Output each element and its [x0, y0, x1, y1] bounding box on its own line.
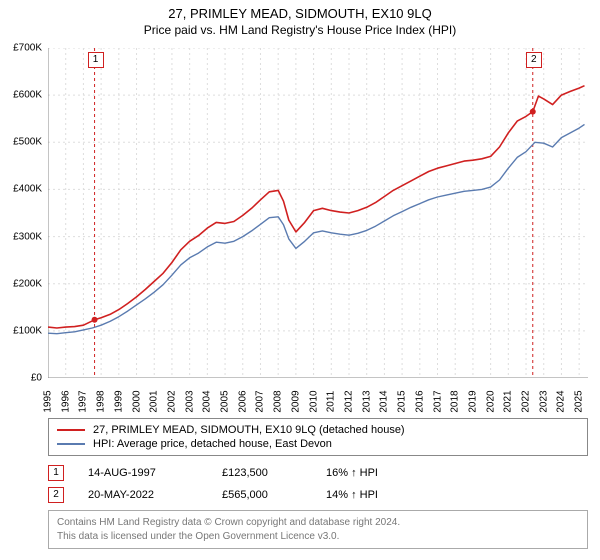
chart-title: 27, PRIMLEY MEAD, SIDMOUTH, EX10 9LQ [0, 6, 600, 21]
chart-svg [48, 48, 588, 378]
footer-line-2: This data is licensed under the Open Gov… [57, 530, 579, 544]
x-axis-label: 2011 [326, 391, 337, 413]
x-axis-label: 2022 [521, 390, 532, 412]
x-axis-label: 1997 [78, 390, 89, 412]
sale-row-marker: 1 [48, 465, 64, 481]
attribution-footer: Contains HM Land Registry data © Crown c… [48, 510, 588, 549]
x-axis-label: 2019 [467, 390, 478, 412]
x-axis-label: 1996 [60, 390, 71, 412]
sale-price: £123,500 [222, 467, 302, 479]
sale-marker-2: 2 [526, 52, 542, 68]
legend-swatch [57, 429, 85, 431]
x-axis-label: 2003 [184, 390, 195, 412]
legend-label: HPI: Average price, detached house, East… [93, 438, 332, 450]
chart-container: 27, PRIMLEY MEAD, SIDMOUTH, EX10 9LQ Pri… [0, 0, 600, 560]
x-axis-label: 2015 [397, 390, 408, 412]
x-axis-label: 2025 [574, 390, 585, 412]
x-axis-label: 2008 [273, 390, 284, 412]
x-axis-label: 2016 [414, 390, 425, 412]
sale-row: 1 14-AUG-1997 £123,500 16% ↑ HPI [48, 462, 588, 484]
sale-price: £565,000 [222, 489, 302, 501]
footer-line-1: Contains HM Land Registry data © Crown c… [57, 516, 579, 530]
x-axis-label: 2001 [149, 390, 160, 412]
x-axis-label: 2012 [343, 390, 354, 412]
legend-swatch [57, 443, 85, 445]
legend-item: 27, PRIMLEY MEAD, SIDMOUTH, EX10 9LQ (de… [57, 423, 579, 437]
y-axis-label: £600K [13, 90, 42, 101]
chart-area: £0£100K£200K£300K£400K£500K£600K£700K 19… [48, 48, 588, 378]
x-axis-label: 2000 [131, 390, 142, 412]
x-axis-label: 2018 [450, 390, 461, 412]
x-axis-label: 2014 [379, 390, 390, 412]
x-axis-label: 2005 [220, 390, 231, 412]
x-axis-label: 2020 [485, 390, 496, 412]
y-axis-label: £700K [13, 43, 42, 54]
sale-hpi-delta: 14% ↑ HPI [326, 489, 416, 501]
x-axis-label: 1995 [43, 390, 54, 412]
legend-item: HPI: Average price, detached house, East… [57, 437, 579, 451]
sale-marker-1: 1 [88, 52, 104, 68]
x-axis-label: 1998 [96, 390, 107, 412]
x-axis-label: 2013 [361, 390, 372, 412]
sale-hpi-delta: 16% ↑ HPI [326, 467, 416, 479]
x-axis-label: 2010 [308, 390, 319, 412]
y-axis-label: £100K [13, 325, 42, 336]
x-axis-label: 2007 [255, 390, 266, 412]
sale-date: 20-MAY-2022 [88, 489, 198, 501]
y-axis-label: £200K [13, 278, 42, 289]
x-axis-label: 2024 [556, 390, 567, 412]
x-axis-label: 2002 [166, 390, 177, 412]
y-axis-label: £300K [13, 231, 42, 242]
y-axis-label: £400K [13, 184, 42, 195]
legend: 27, PRIMLEY MEAD, SIDMOUTH, EX10 9LQ (de… [48, 418, 588, 456]
sale-row: 2 20-MAY-2022 £565,000 14% ↑ HPI [48, 484, 588, 506]
sale-row-marker: 2 [48, 487, 64, 503]
chart-subtitle: Price paid vs. HM Land Registry's House … [0, 23, 600, 37]
y-axis-label: £500K [13, 137, 42, 148]
x-axis-label: 2004 [202, 390, 213, 412]
x-axis-label: 2006 [237, 390, 248, 412]
x-axis-label: 2009 [290, 390, 301, 412]
x-axis-label: 2021 [503, 390, 514, 412]
y-axis-label: £0 [31, 373, 42, 384]
x-axis-label: 2017 [432, 390, 443, 412]
legend-label: 27, PRIMLEY MEAD, SIDMOUTH, EX10 9LQ (de… [93, 424, 405, 436]
x-axis-label: 2023 [538, 390, 549, 412]
x-axis-label: 1999 [113, 390, 124, 412]
title-block: 27, PRIMLEY MEAD, SIDMOUTH, EX10 9LQ Pri… [0, 0, 600, 37]
sale-date: 14-AUG-1997 [88, 467, 198, 479]
sales-table: 1 14-AUG-1997 £123,500 16% ↑ HPI 2 20-MAY-202… [48, 462, 588, 506]
